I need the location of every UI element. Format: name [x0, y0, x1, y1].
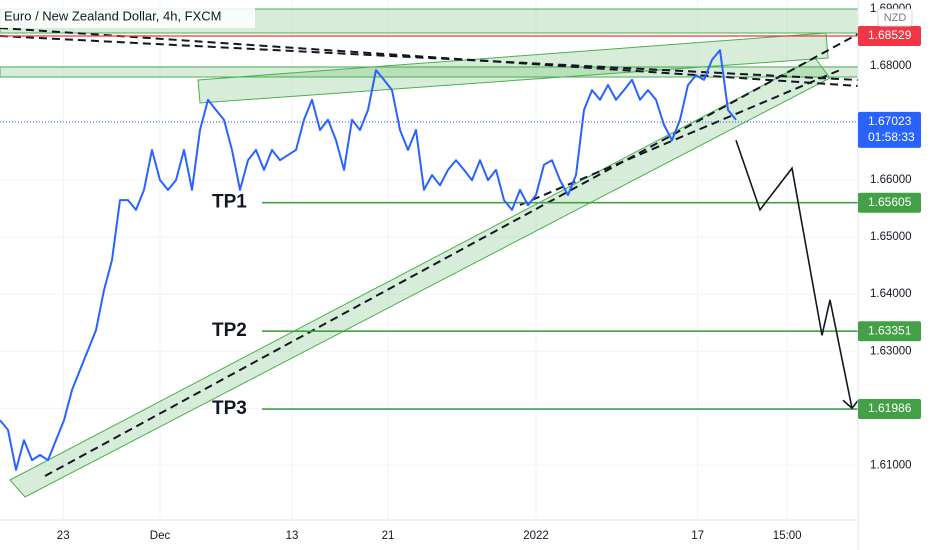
marks: TP1 TP2 TP3 [0, 35, 860, 471]
x-tick-label: 2022 [523, 530, 549, 542]
grid [0, 0, 858, 520]
wedge-upper [197, 32, 829, 104]
y-tick-label: 1.63000 [870, 345, 912, 357]
channel-lower [9, 57, 831, 498]
trend-dashed [44, 33, 859, 477]
y-tick-label: 1.64000 [870, 288, 912, 300]
target-label: TP3 [212, 398, 247, 419]
y-tick-label: 1.61000 [870, 459, 912, 471]
trend-dashed [0, 35, 859, 81]
y-tick-label: 1.66000 [870, 174, 912, 186]
x-tick-label: 21 [382, 530, 395, 542]
title-bg [0, 6, 255, 28]
x-tick-label: 13 [286, 530, 299, 542]
price-badge-label: 1.67023 [868, 114, 912, 128]
price-badge [858, 399, 921, 420]
chart-title: Euro / New Zealand Dollar, 4h, FXCM [4, 8, 221, 23]
currency: NZD [884, 12, 907, 24]
projection-arrowhead [842, 398, 860, 410]
x-tick-label: 17 [691, 530, 704, 542]
target-label: TP2 [212, 320, 247, 341]
price-badge-label: 1.61986 [868, 401, 912, 415]
countdown-label: 01:58:33 [868, 130, 915, 144]
price-badge [858, 192, 921, 213]
price-badge-label: 1.65605 [868, 195, 912, 209]
x-tick-label: Dec [150, 530, 171, 542]
price-line [0, 49, 737, 471]
projection-path [735, 140, 853, 409]
price-badge [858, 111, 921, 148]
y-tick-label: 1.68000 [870, 60, 912, 72]
price-badge [858, 25, 921, 46]
drawings [0, 8, 859, 498]
price-badge [858, 321, 921, 342]
currency-box [877, 8, 913, 27]
price-badge-label: 1.63351 [868, 323, 912, 337]
target-label: TP1 [212, 192, 247, 213]
x-tick-label: 23 [57, 530, 70, 542]
y-tick-label: 1.65000 [870, 231, 912, 243]
price-badge-label: 1.68529 [868, 28, 912, 42]
x-tick-label: 15:00 [773, 530, 802, 542]
